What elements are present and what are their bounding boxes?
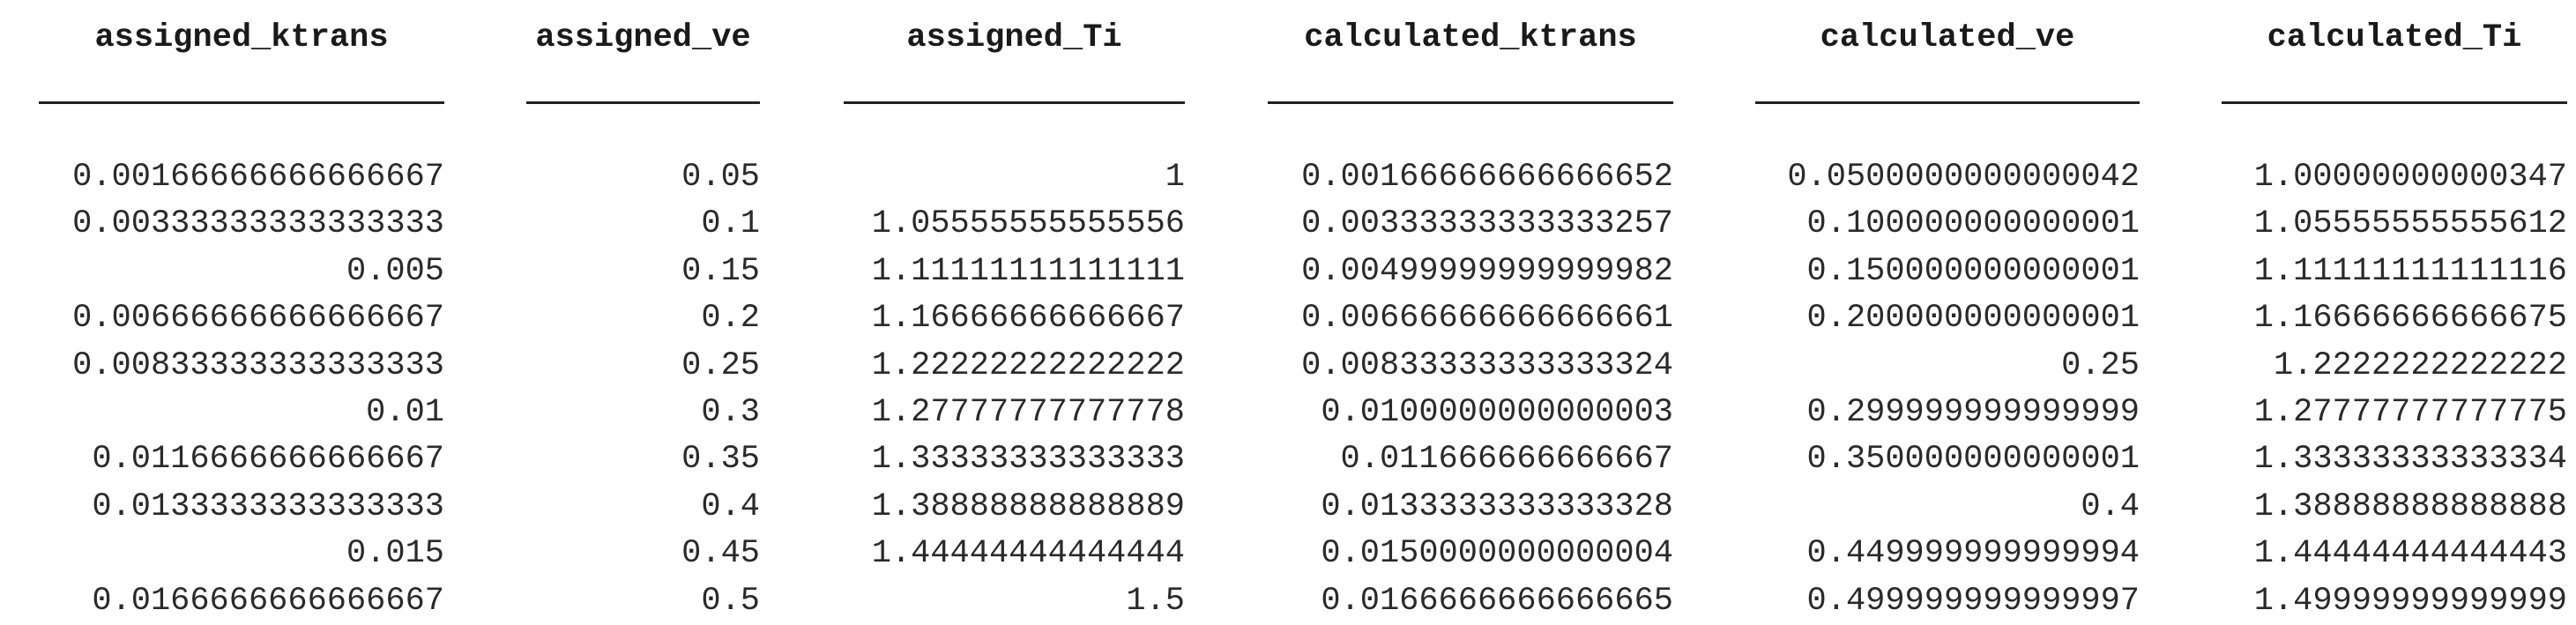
table-cell: 0.0150000000000004 bbox=[1321, 535, 1673, 573]
column-cells: 1.00000000000347 1.05555555555612 1.111111… bbox=[2222, 154, 2567, 625]
table-cell: 0.35 bbox=[681, 441, 760, 479]
table-cell: 1.38888888888889 bbox=[871, 487, 1185, 525]
table-cell: 0.200000000000001 bbox=[1806, 300, 2140, 338]
table-cell: 0.0100000000000003 bbox=[1321, 393, 1673, 431]
table-cell: 0.05 bbox=[681, 159, 760, 196]
table-cell: 0.00666666666666667 bbox=[72, 300, 444, 338]
table-cell: 0.4 bbox=[701, 487, 760, 525]
header-underline bbox=[1268, 101, 1673, 104]
column-cells: 1 1.05555555555556 1.11111111111111 1.16666… bbox=[844, 154, 1185, 625]
column-header: assigned_ve bbox=[535, 19, 751, 56]
table-cell: 0.350000000000001 bbox=[1806, 441, 2140, 479]
table-cell: 0.4 bbox=[2081, 487, 2140, 525]
column-cells: 0.05 0.1 0.15 0.2 0.25 0.3 0.35 0.4 0.45 0.5 bbox=[526, 154, 760, 625]
table-cell: 1.16666666666667 bbox=[871, 300, 1185, 338]
column-header: calculated_ktrans bbox=[1304, 19, 1637, 56]
column-cells: 0.0500000000000042 0.100000000000001 0.150… bbox=[1755, 154, 2140, 625]
table-cell: 0.00499999999999982 bbox=[1301, 252, 1673, 290]
table-cell: 1 bbox=[1165, 159, 1185, 196]
table-cell: 0.00666666666666661 bbox=[1301, 300, 1673, 338]
table-cell: 0.01 bbox=[366, 393, 444, 431]
table-cell: 1.11111111111111 bbox=[871, 252, 1185, 290]
table-cell: 0.00833333333333324 bbox=[1301, 346, 1673, 384]
table-cell: 1.27777777777778 bbox=[871, 393, 1185, 431]
table-cell: 1.44444444444443 bbox=[2253, 535, 2567, 573]
table-cell: 1.49999999999999 bbox=[2253, 582, 2567, 620]
table-cell: 1.22222222222222 bbox=[871, 346, 1185, 384]
header-underline bbox=[39, 101, 444, 104]
header-underline bbox=[2222, 101, 2567, 104]
table-cell: 0.0133333333333333 bbox=[92, 487, 444, 525]
table-cell: 0.00166666666666667 bbox=[72, 159, 444, 196]
table-cell: 1.16666666666675 bbox=[2253, 300, 2567, 338]
table-cell: 0.1 bbox=[701, 205, 760, 243]
table-cell: 0.45 bbox=[681, 535, 760, 573]
column-header: calculated_Ti bbox=[2267, 19, 2522, 56]
table-cell: 0.449999999999994 bbox=[1806, 535, 2140, 573]
column-header: assigned_Ti bbox=[906, 19, 1122, 56]
table-cell: 1.44444444444444 bbox=[871, 535, 1185, 573]
table-cell: 0.5 bbox=[701, 582, 760, 620]
table-cell: 0.00166666666666652 bbox=[1301, 159, 1673, 196]
table-cell: 1.11111111111116 bbox=[2253, 252, 2567, 290]
column-cells: 0.00166666666666667 0.00333333333333333 0.… bbox=[39, 154, 444, 625]
table-cell: 0.0500000000000042 bbox=[1787, 159, 2140, 196]
table-cell: 0.0116666666666667 bbox=[92, 441, 444, 479]
table-cell: 0.2 bbox=[701, 300, 760, 338]
table-cell: 1.05555555555556 bbox=[871, 205, 1185, 243]
table-cell: 0.00333333333333333 bbox=[72, 205, 444, 243]
table-cell: 1.33333333333334 bbox=[2253, 441, 2567, 479]
column-header: calculated_ve bbox=[1820, 19, 2075, 56]
table-cell: 0.150000000000001 bbox=[1806, 252, 2140, 290]
table-cell: 0.3 bbox=[701, 393, 760, 431]
table-cell: 1.2222222222222 bbox=[2273, 346, 2567, 384]
column-cells: 0.00166666666666652 0.00333333333333257 0.… bbox=[1268, 154, 1673, 625]
table-cell: 1.05555555555612 bbox=[2253, 205, 2567, 243]
table-cell: 0.00833333333333333 bbox=[72, 346, 444, 384]
table-cell: 0.0133333333333328 bbox=[1321, 487, 1673, 525]
header-underline bbox=[844, 101, 1185, 104]
table-cell: 1.00000000000347 bbox=[2253, 159, 2567, 196]
header-underline bbox=[1755, 101, 2140, 104]
table-cell: 0.299999999999999 bbox=[1806, 393, 2140, 431]
table-cell: 0.015 bbox=[346, 535, 444, 573]
table-cell: 0.499999999999997 bbox=[1806, 582, 2140, 620]
table-cell: 0.011666666666667 bbox=[1340, 441, 1673, 479]
table-cell: 0.25 bbox=[2061, 346, 2140, 384]
table-cell: 0.25 bbox=[681, 346, 760, 384]
table-cell: 1.27777777777775 bbox=[2253, 393, 2567, 431]
column-header: assigned_ktrans bbox=[94, 19, 389, 56]
header-underline bbox=[526, 101, 760, 104]
table-cell: 0.0166666666666665 bbox=[1321, 582, 1673, 620]
table-cell: 0.0166666666666667 bbox=[92, 582, 444, 620]
table-cell: 0.15 bbox=[681, 252, 760, 290]
table-cell: 0.00333333333333257 bbox=[1301, 205, 1673, 243]
table-cell: 0.005 bbox=[346, 252, 444, 290]
table-cell: 1.5 bbox=[1126, 582, 1185, 620]
table-cell: 0.100000000000001 bbox=[1806, 205, 2140, 243]
table-cell: 1.38888888888888 bbox=[2253, 487, 2567, 525]
table-cell: 1.33333333333333 bbox=[871, 441, 1185, 479]
